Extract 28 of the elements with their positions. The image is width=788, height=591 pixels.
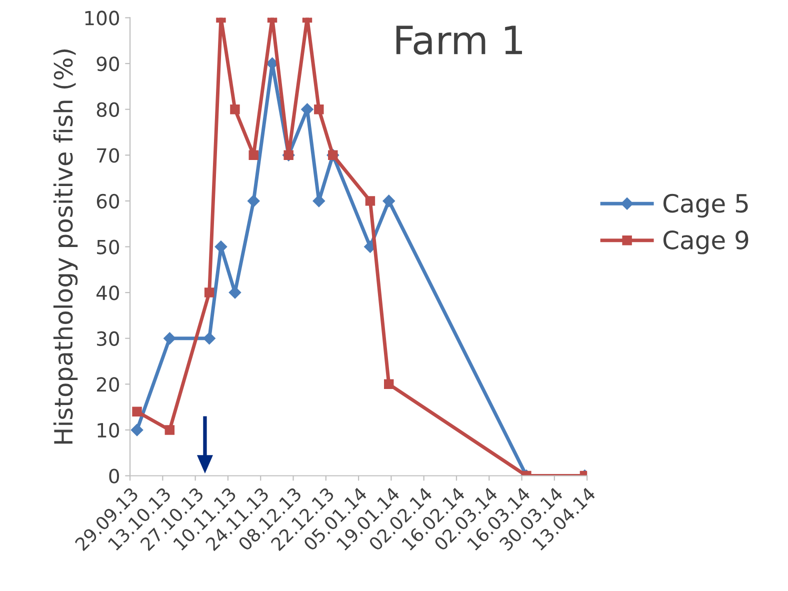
point xyxy=(130,424,144,436)
y-tick-label: 100 xyxy=(85,10,120,26)
point xyxy=(365,196,376,206)
y-tick-label: 20 xyxy=(96,377,120,392)
point xyxy=(164,332,176,344)
y-tick-label: 0 xyxy=(109,468,120,484)
legend-label: Cage 5 xyxy=(663,194,748,218)
point xyxy=(164,425,175,435)
y-tick-label: 80 xyxy=(96,102,120,117)
point xyxy=(382,194,395,208)
y-tick-label: 70 xyxy=(97,148,120,163)
y-tick-label: 60 xyxy=(96,194,120,209)
point xyxy=(203,332,216,344)
point xyxy=(204,288,214,298)
point xyxy=(248,150,258,160)
y-axis-title: Histopathology positive fish (%) xyxy=(53,50,78,444)
y-tick-label: 50 xyxy=(97,240,120,254)
y-tick-label: 30 xyxy=(97,331,120,346)
point xyxy=(132,406,142,416)
point xyxy=(248,194,260,208)
chart-title: Farm 1 xyxy=(396,26,522,55)
point xyxy=(384,379,394,390)
legend-label: Cage 9 xyxy=(663,230,748,254)
y-tick-label: 40 xyxy=(96,286,120,300)
y-tick-label: 90 xyxy=(96,56,120,72)
y-tick-label: 10 xyxy=(98,422,120,438)
point xyxy=(314,104,324,114)
point xyxy=(230,104,240,114)
